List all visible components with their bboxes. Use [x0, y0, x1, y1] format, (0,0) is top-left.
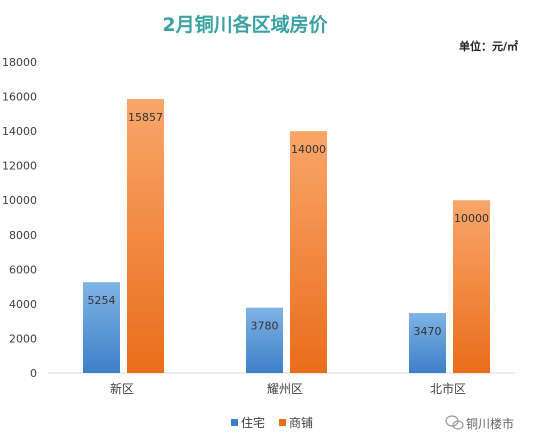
y-tick-label: 18000	[2, 56, 37, 69]
y-tick-label: 10000	[2, 194, 37, 207]
data-label: 10000	[454, 212, 489, 225]
y-tick-label: 2000	[9, 332, 37, 345]
unit-label: 单位：元/㎡	[459, 39, 518, 53]
watermark-text: 铜川楼市	[466, 416, 514, 431]
legend-label: 住宅	[241, 415, 265, 430]
data-label: 14000	[291, 143, 326, 156]
bar-住宅-耀州区	[246, 307, 283, 373]
bar-住宅-新区	[83, 282, 120, 373]
y-axis-ticks: 0 2000 4000 6000 8000 10000 12000 14000 16000 180…	[2, 56, 37, 380]
data-label: 3780	[251, 320, 279, 333]
legend-swatch	[279, 419, 286, 426]
data-label: 5254	[88, 294, 116, 307]
data-label: 15857	[128, 111, 163, 124]
bars: 5254 3780 3470 15857 14000 10000	[83, 99, 490, 373]
y-tick-label: 6000	[9, 263, 37, 276]
legend-label: 商铺	[289, 415, 313, 430]
wechat-icon	[445, 415, 464, 430]
y-tick-label: 8000	[9, 229, 37, 242]
x-tick-label: 耀州区	[267, 382, 303, 396]
y-tick-label: 12000	[2, 160, 37, 173]
bar-商铺-耀州区	[290, 131, 327, 373]
bar-住宅-北市区	[409, 313, 446, 373]
x-tick-label: 北市区	[430, 381, 466, 396]
bar-商铺-新区	[127, 99, 164, 373]
watermark: 铜川楼市	[445, 415, 514, 431]
legend-swatch	[231, 419, 238, 426]
data-label: 3470	[414, 325, 442, 338]
y-tick-label: 4000	[9, 298, 37, 311]
y-tick-label: 16000	[2, 91, 37, 104]
y-tick-label: 0	[30, 367, 37, 380]
x-tick-label: 新区	[110, 381, 134, 396]
y-tick-label: 14000	[2, 125, 37, 138]
chart-title: 2月铜川各区域房价	[162, 13, 328, 36]
x-axis-labels: 新区 耀州区 北市区	[110, 381, 466, 396]
legend: 住宅 商铺	[231, 415, 313, 430]
bar-商铺-北市区	[453, 200, 490, 373]
